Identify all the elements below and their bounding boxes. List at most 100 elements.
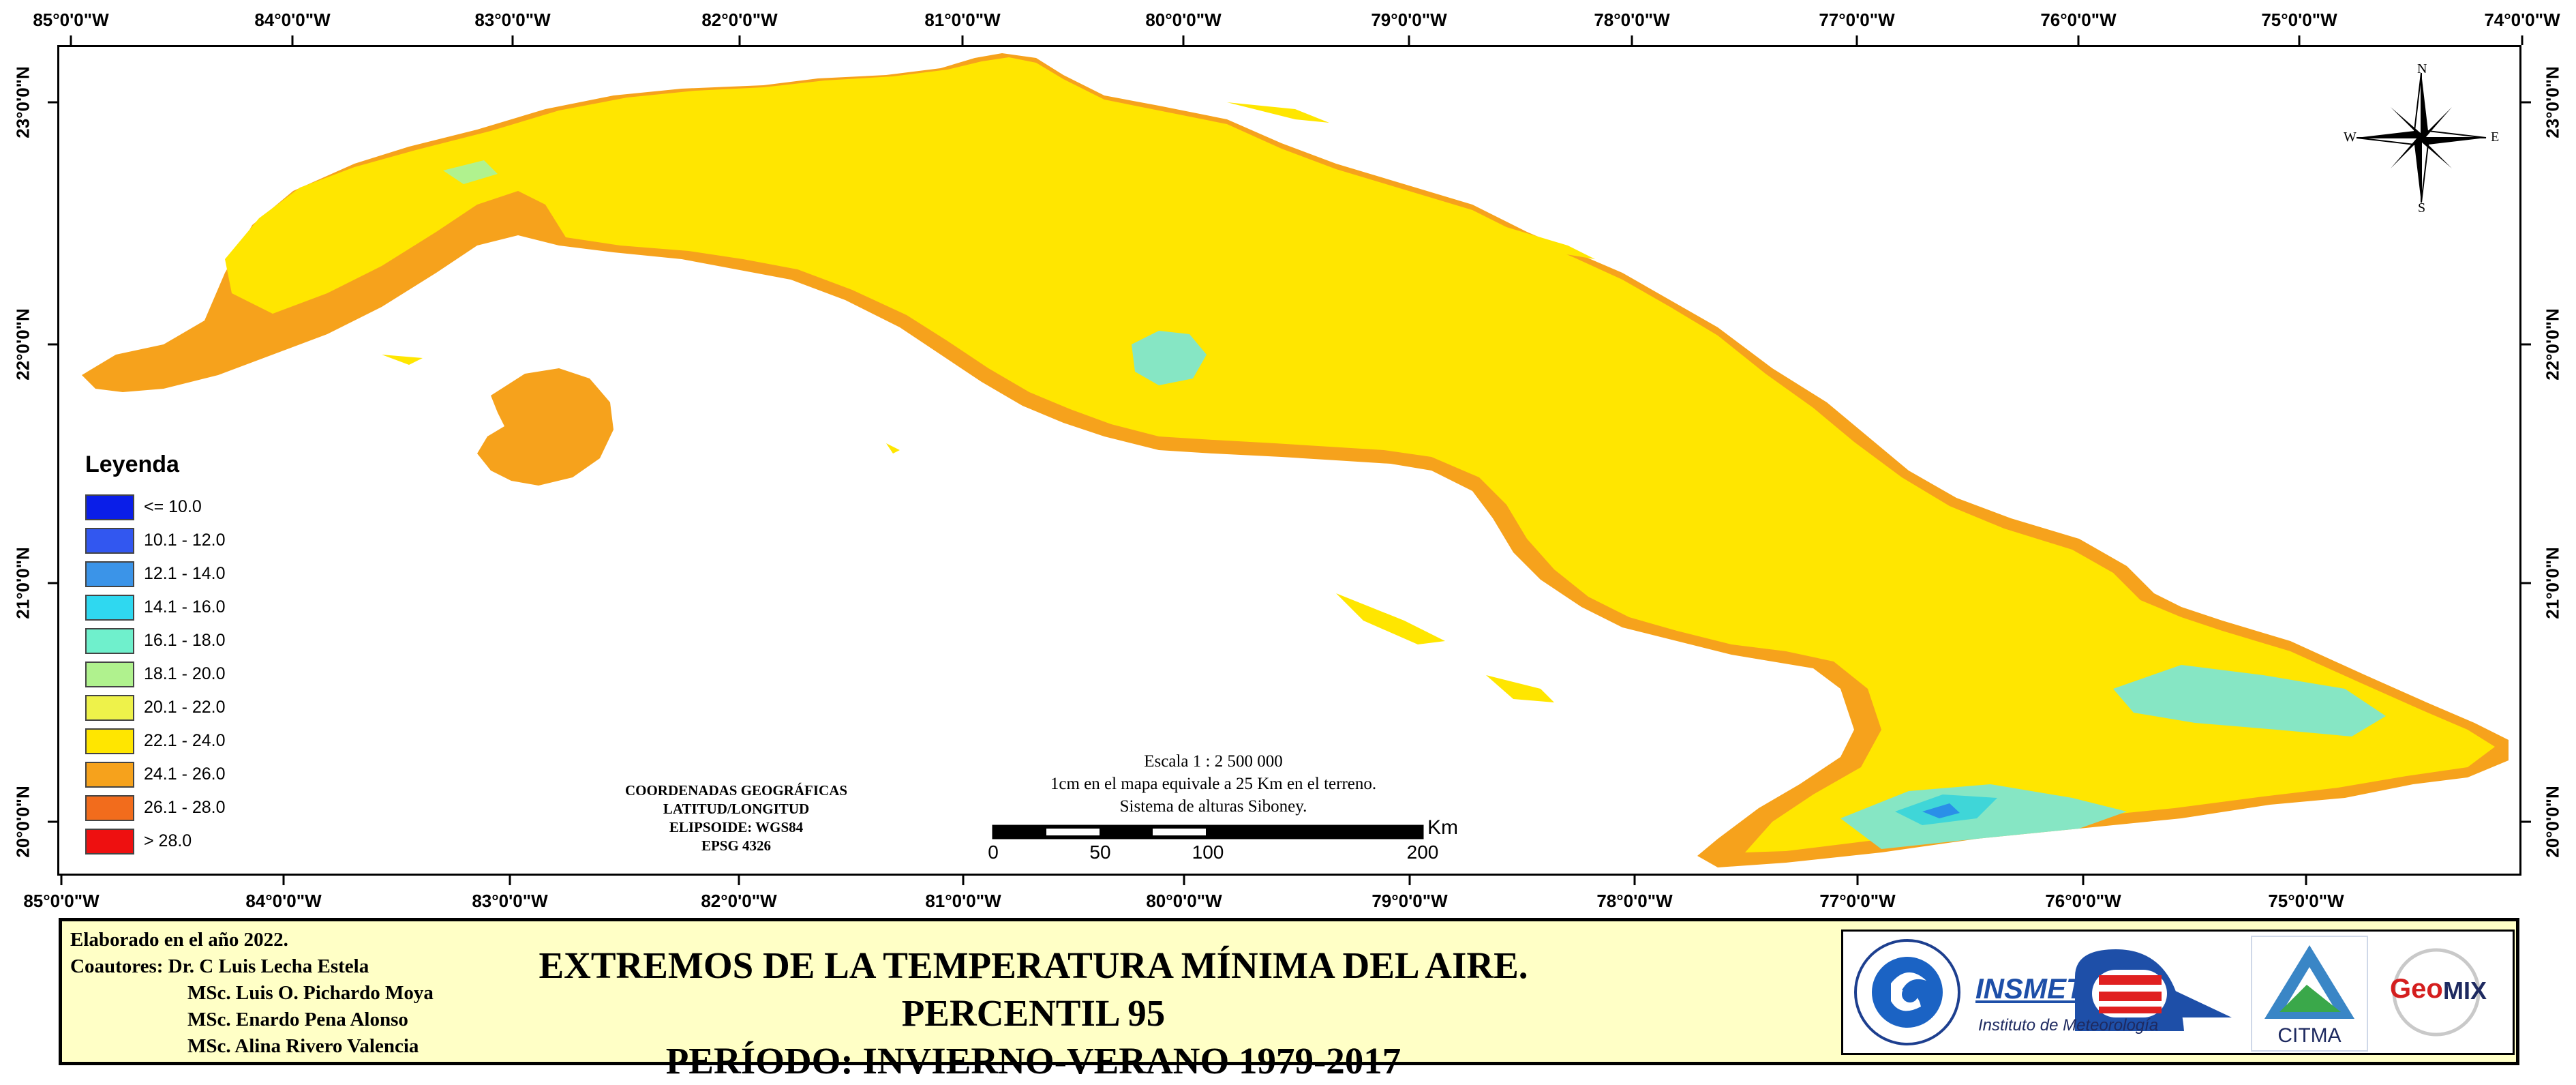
legend-label: 20.1 - 22.0 [144, 698, 226, 717]
land-main-yellow [225, 57, 2495, 852]
legend-item: 14.1 - 16.0 [85, 591, 226, 624]
legend-label: 10.1 - 12.0 [144, 531, 226, 550]
longitude-label-top: 81°0'0"W [924, 10, 1001, 30]
coauthor-4: MSc. Alina Rivero Valencia [187, 1035, 419, 1057]
land-cool-escambray [1132, 331, 1207, 385]
map-title: EXTREMOS DE LA TEMPERATURA MÍNIMA DEL AI… [478, 942, 1589, 1085]
insmet-emblem-icon [2075, 949, 2232, 1031]
longitude-label-bottom: 79°0'0"W [1372, 891, 1448, 911]
legend: Leyenda <= 10.0 10.1 - 12.0 12.1 - 14.0 14.… [85, 451, 226, 858]
longitude-label-top: 84°0'0"W [254, 10, 331, 30]
scale-text: Escala 1 : 2 500 000 1cm en el mapa equi… [975, 750, 1452, 818]
longitude-label-bottom: 81°0'0"W [925, 891, 1001, 911]
longitude-label-top: 79°0'0"W [1371, 10, 1447, 30]
scale-bar [992, 824, 1424, 839]
scale-tick-200: 200 [1406, 842, 1439, 863]
coords-line-2: LATITUD/LONGITUD [663, 801, 810, 817]
land-cool-sierra-maestra [1840, 784, 2127, 849]
insmet-subtitle: Instituto de Meteorología [1978, 1016, 2159, 1035]
scale-tick-0: 0 [988, 842, 999, 863]
compass-e: E [2491, 130, 2500, 145]
longitude-label-top: 80°0'0"W [1145, 10, 1222, 30]
geomix-swirl-icon [2392, 948, 2481, 1037]
legend-label: 22.1 - 24.0 [144, 731, 226, 750]
legend-item: 18.1 - 20.0 [85, 657, 226, 691]
longitude-label-top: 82°0'0"W [701, 10, 778, 30]
coauthor-2: MSc. Luis O. Pichardo Moya [187, 982, 434, 1004]
coauthor-3: MSc. Enardo Pena Alonso [187, 1009, 408, 1030]
coauthor-1: Coautores: Dr. C Luis Lecha Estela [70, 955, 369, 977]
credits: Elaborado en el año 2022. Coautores: Dr.… [70, 927, 434, 1060]
northern-keys [1227, 102, 1704, 355]
legend-swatch [85, 728, 134, 754]
height-system: Sistema de alturas Siboney. [1119, 797, 1307, 816]
legend-label: 12.1 - 14.0 [144, 564, 226, 583]
citma-logo: CITMA [2251, 936, 2368, 1052]
longitude-label-bottom: 85°0'0"W [23, 891, 100, 911]
legend-item: 10.1 - 12.0 [85, 524, 226, 557]
longitude-label-bottom: 76°0'0"W [2045, 891, 2121, 911]
legend-rows: <= 10.0 10.1 - 12.0 12.1 - 14.0 14.1 - 16.0… [85, 490, 226, 858]
scale-unit: Km [1427, 816, 1458, 839]
longitude-label-top: 85°0'0"W [33, 10, 109, 30]
scale-equivalence: 1cm en el mapa equivale a 25 Km en el te… [1050, 775, 1377, 793]
legend-swatch [85, 761, 134, 788]
legend-item: 26.1 - 28.0 [85, 791, 226, 824]
longitude-label-bottom: 75°0'0"W [2268, 891, 2344, 911]
scale-tick-100: 100 [1192, 842, 1224, 863]
legend-item: 24.1 - 26.0 [85, 758, 226, 791]
title-line-1: EXTREMOS DE LA TEMPERATURA MÍNIMA DEL AI… [539, 945, 1528, 1034]
legend-label: 24.1 - 26.0 [144, 764, 226, 784]
legend-swatch [85, 627, 134, 654]
citma-emblem-icon [2264, 945, 2354, 1019]
elaborated-year: Elaborado en el año 2022. [70, 929, 288, 951]
geomix-logo: Geo MIX [2382, 936, 2509, 1049]
title-block: Elaborado en el año 2022. Coautores: Dr.… [59, 918, 2519, 1082]
compass-s: S [2418, 200, 2426, 215]
legend-label: > 28.0 [144, 831, 192, 850]
insmet-logo: INSMET Instituto de Meteorología [1973, 936, 2239, 1049]
longitude-label-bottom: 83°0'0"W [472, 891, 548, 911]
compass-rose-icon [2356, 72, 2487, 203]
legend-swatch [85, 494, 134, 520]
compass-w: W [2344, 130, 2357, 145]
scale-ratio: Escala 1 : 2 500 000 [1144, 752, 1283, 771]
coords-line-1: COORDENADAS GEOGRÁFICAS [624, 782, 848, 799]
coords-line-3: ELIPSOIDE: WGS84 [669, 819, 804, 835]
legend-swatch [85, 527, 134, 554]
legend-label: 16.1 - 18.0 [144, 631, 226, 650]
land-coldest-peak [1922, 803, 1960, 818]
legend-item: 20.1 - 22.0 [85, 691, 226, 724]
legend-item: > 28.0 [85, 824, 226, 858]
municipal-weather-seal-logo [1854, 939, 1960, 1045]
legend-swatch [85, 561, 134, 587]
legend-label: 26.1 - 28.0 [144, 798, 226, 817]
scale-tick-50: 50 [1089, 842, 1111, 863]
title-line-2: PERÍODO: INVIERNO-VERANO 1979-2017 [665, 1040, 1401, 1082]
longitude-label-bottom: 77°0'0"W [1819, 891, 1896, 911]
legend-item: 22.1 - 24.0 [85, 724, 226, 758]
coords-line-4: EPSG 4326 [701, 837, 772, 854]
map-frame [57, 45, 2521, 876]
longitude-label-top: 74°0'0"W [2484, 10, 2560, 30]
legend-item: 16.1 - 18.0 [85, 624, 226, 657]
geomix-mix: MIX [2443, 977, 2487, 1005]
legend-label: 18.1 - 20.0 [144, 664, 226, 683]
institution-logos: INSMET Instituto de Meteorología CITMA G… [1841, 930, 2515, 1055]
longitude-label-top: 78°0'0"W [1594, 10, 1670, 30]
isla-de-la-juventud [477, 368, 613, 486]
legend-swatch [85, 828, 134, 854]
legend-item: <= 10.0 [85, 490, 226, 524]
coordinate-system-note: COORDENADAS GEOGRÁFICAS LATITUD/LONGITUD… [586, 782, 886, 855]
longitude-label-top: 77°0'0"W [1819, 10, 1895, 30]
longitude-label-bottom: 78°0'0"W [1596, 891, 1673, 911]
legend-swatch [85, 661, 134, 687]
longitude-label-bottom: 82°0'0"W [701, 891, 777, 911]
legend-label: <= 10.0 [144, 497, 202, 516]
land-cool-west [443, 160, 498, 184]
compass-n: N [2417, 61, 2427, 76]
longitude-label-top: 76°0'0"W [2040, 10, 2117, 30]
legend-item: 12.1 - 14.0 [85, 557, 226, 591]
